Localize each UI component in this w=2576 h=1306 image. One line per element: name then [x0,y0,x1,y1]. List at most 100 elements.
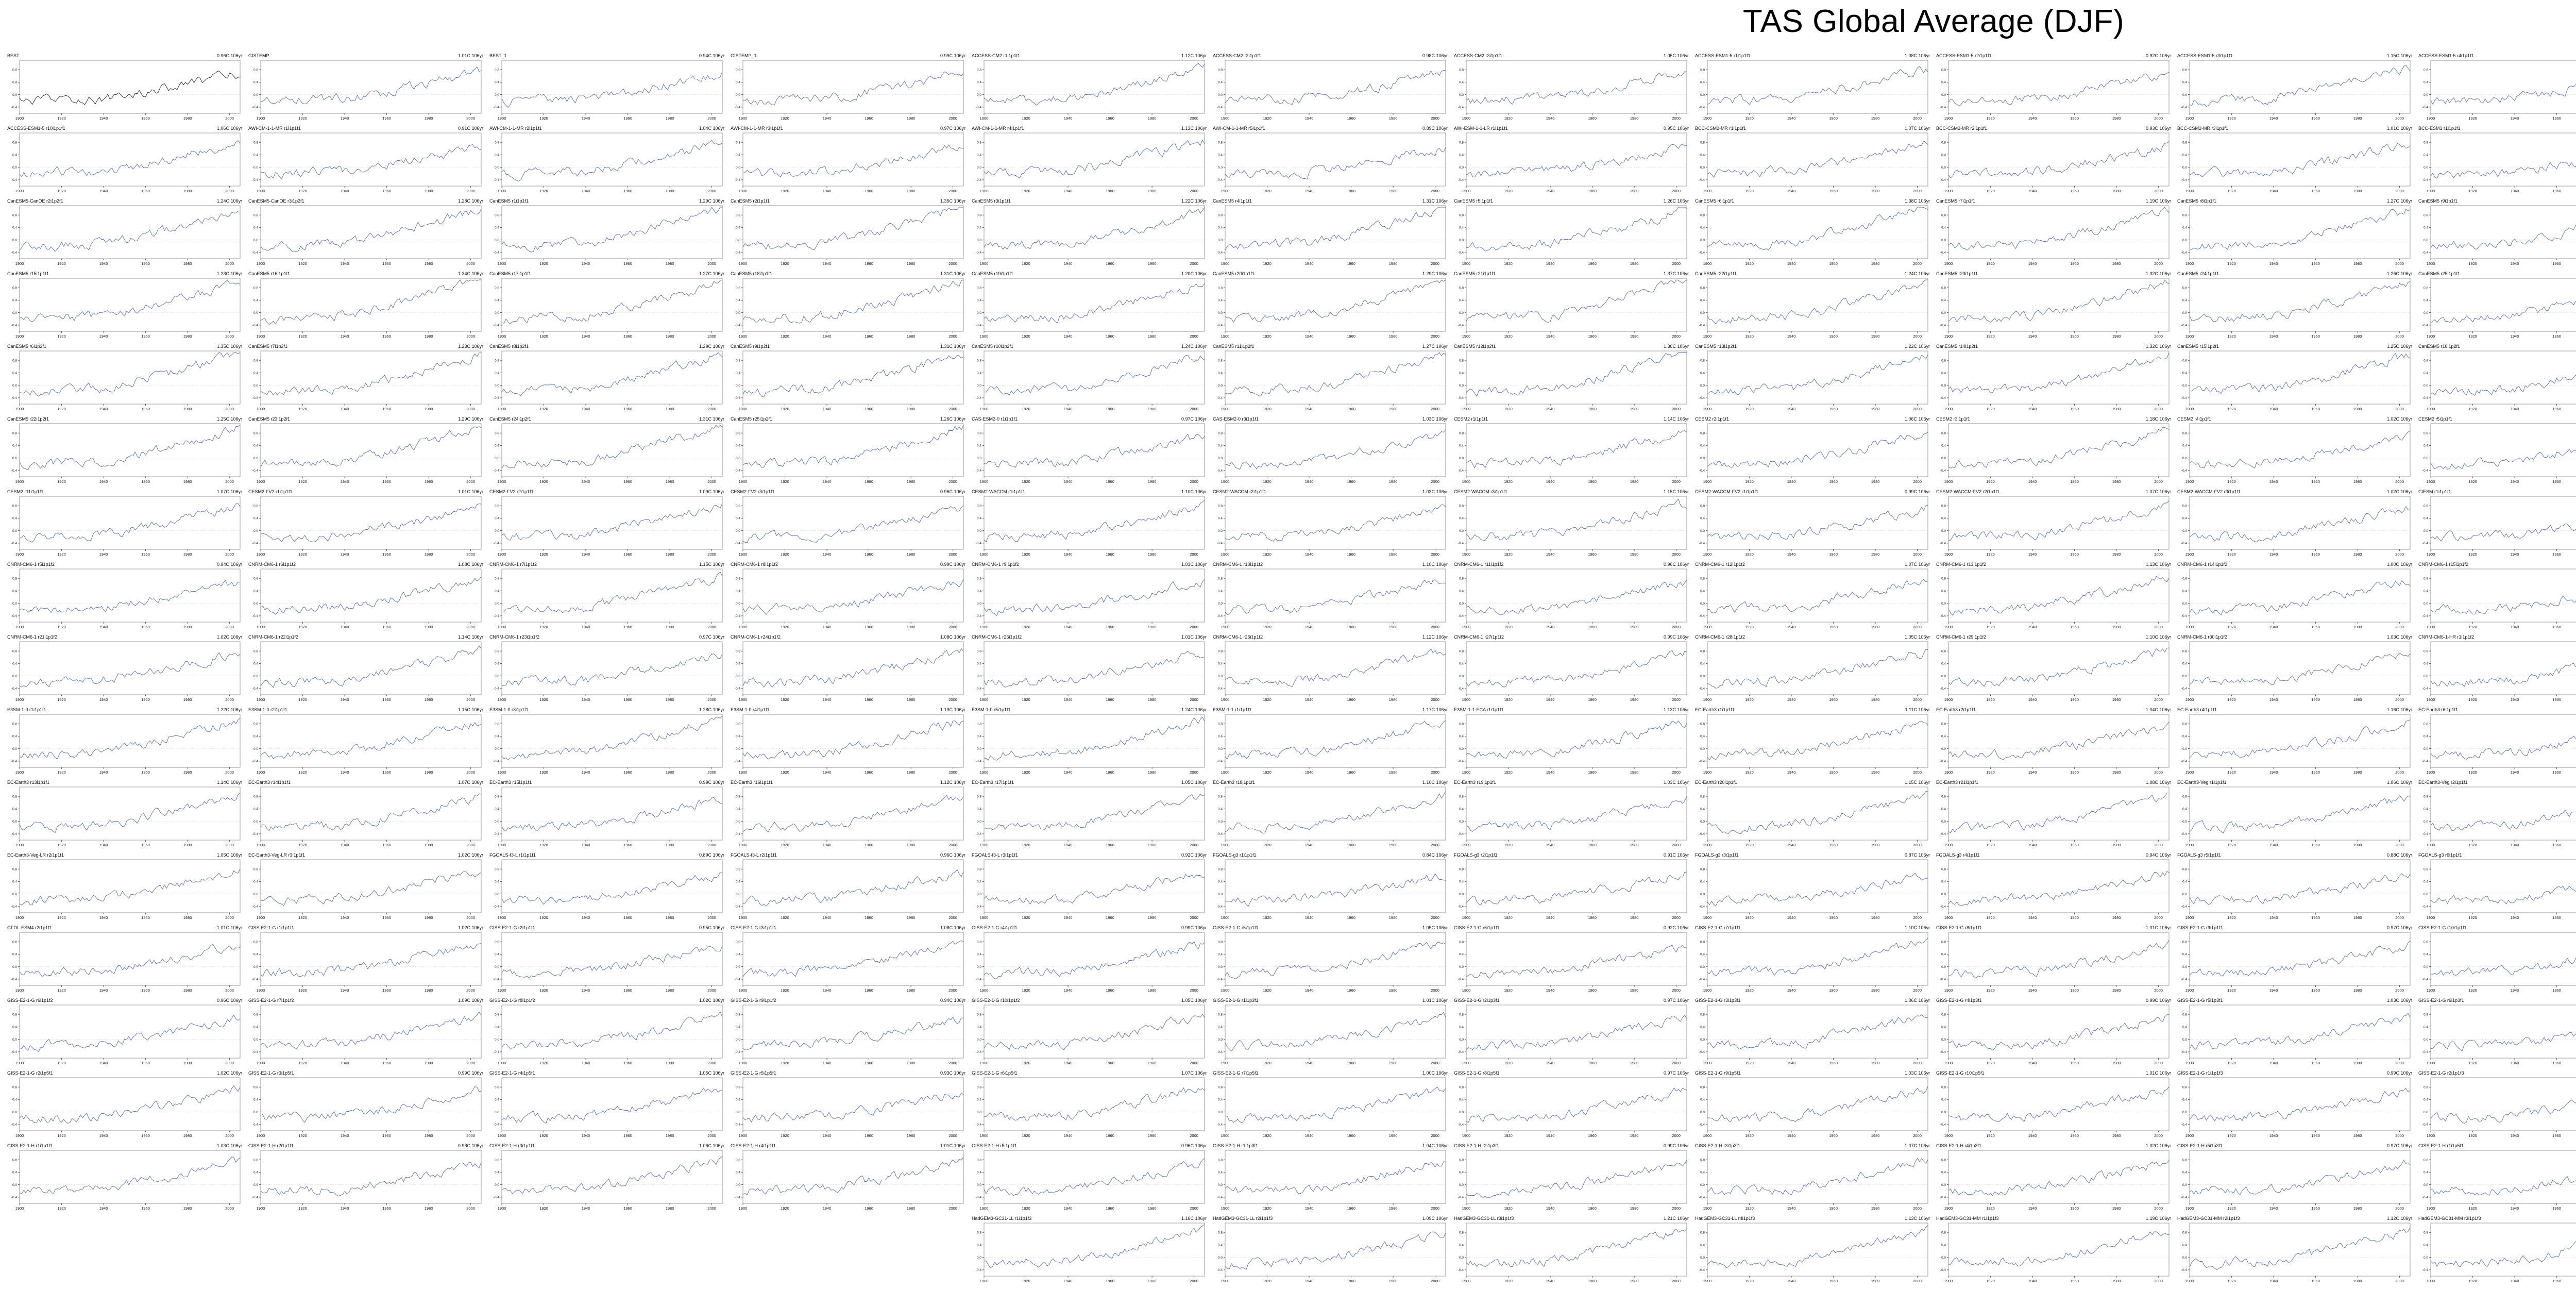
x-tick-label: 1940 [1305,697,1314,702]
panel-header: CNRM-CM6-1-HR r1i1p1f21.09C 106yr [2418,634,2576,640]
x-tick-label: 1960 [865,697,873,702]
y-tick-label: 0.0 [1459,166,1464,170]
x-tick-label: 1940 [2028,1133,2037,1138]
y-tick-label: 0.8 [12,940,17,944]
series-line [501,279,723,324]
x-tick-label: 1920 [1022,1133,1030,1138]
x-tick-label: 1920 [1022,479,1030,484]
x-tick-label: 1940 [823,770,832,775]
panel: ACCESS-CM2 r2i1p1f1 0.98C 106yr -0.4 0.0 0.4… [1213,53,1449,122]
y-tick-label: 0.0 [495,893,499,896]
panel-title: GISS-E2-1-H r1i1p5f1 [2418,1143,2464,1148]
panel-header: GISS-E2-1-H r2i1p3f1 0.99C 106yr [1454,1143,1690,1149]
panel-header: GISS-E2-1-G r9i1p1f1 0.97C 106yr [2177,925,2413,931]
panel: CanESM5-CanOE r3i1p2f1 1.28C 106yr -0.4 0.0… [248,198,484,267]
x-tick-label: 2000 [948,625,957,629]
panel-trend-value: 1.03C 106yr [1181,562,1207,567]
panel-header: CanESM5 r5i1p1f1 1.26C 106yr [1454,198,1690,204]
x-tick-label: 2000 [707,116,716,121]
y-tick-label: 0.4 [1459,1171,1464,1175]
x-tick-label: 1960 [2552,697,2561,702]
y-tick-label: 0.4 [2424,735,2428,739]
series-line [2430,885,2576,905]
y-tick-label: -0.4 [2422,469,2429,473]
y-tick-label: 0.0 [1459,1183,1464,1187]
panel-trend-value: 1.16C 106yr [2386,707,2412,712]
x-tick-label: 1980 [2353,770,2362,775]
series-line [1225,1231,1446,1270]
y-tick-label: 0.4 [12,81,17,85]
y-tick-label: 0.4 [736,81,740,85]
y-tick-label: -0.4 [1458,905,1464,909]
y-tick-label: 0.8 [12,722,17,726]
y-tick-label: 0.4 [1700,880,1705,884]
x-tick-label: 1900 [980,552,989,557]
x-tick-label: 1960 [2070,261,2079,266]
x-tick-label: 2000 [707,915,716,920]
y-tick-label: -0.4 [11,251,18,255]
panel: CESM2 r4i1p1f1 1.02C 106yr -0.4 0.0 0.4 0.8 19… [2177,416,2413,485]
panel-trend-value: 1.16C 106yr [1181,1216,1207,1221]
y-tick-label: 0.4 [1941,1026,1946,1029]
y-tick-label: 0.8 [977,431,981,435]
y-tick-label: 0.0 [1700,965,1705,969]
x-tick-label: 1920 [2468,116,2477,121]
x-tick-label: 1940 [1064,1133,1073,1138]
panel-header: FGOALS-g3 r5i1p1f1 0.88C 106yr [2177,852,2413,858]
x-tick-label: 1980 [907,1206,916,1211]
series-line [1466,1087,1687,1123]
panel-title: CNRM-CM6-1 r10i1p1f2 [1213,562,1263,567]
panel: CNRM-CM6-1 r6i1p1f2 1.08C 106yr -0.4 0.0 0.4… [248,561,484,630]
y-tick-label: -0.4 [735,1123,741,1127]
y-tick-label: 0.4 [1941,372,1946,375]
panel-title: FGOALS-g3 r3i1p1f1 [1695,852,1739,858]
x-tick-label: 1960 [1106,261,1114,266]
y-tick-label: 0.4 [2424,226,2428,230]
panel-title: CNRM-CM6-1 r13i1p1f2 [1936,562,1987,567]
y-tick-label: 0.4 [736,953,740,957]
panel-trend-value: 0.97C 106yr [2386,1143,2412,1148]
panel: CNRM-CM6-1 r28i1p1f2 1.05C 106yr -0.4 0.0 0.… [1695,634,1931,703]
x-tick-label: 1980 [425,261,433,266]
panel-trend-value: 1.25C 106yr [216,416,242,422]
x-tick-label: 1940 [99,1061,108,1065]
series-line [1707,649,1928,689]
y-tick-label: 0.0 [12,1038,17,1042]
x-tick-label: 2000 [2154,407,2163,411]
y-tick-label: -0.4 [252,614,259,618]
x-tick-label: 1920 [781,1061,789,1065]
panel-header: FGOALS-g3 r1i1p1f1 0.84C 106yr [1213,852,1449,858]
series-line [2189,281,2411,322]
y-tick-label: 0.8 [1218,1085,1223,1089]
y-tick-label: 0.8 [2424,722,2428,726]
x-tick-label: 1940 [1546,697,1555,702]
x-tick-label: 1920 [1745,625,1754,629]
panel-header: CAS-ESM2-0 r3i1p1f1 1.03C 106yr [1213,416,1449,422]
panel-title: FGOALS-f3-L r3i1p1f1 [972,852,1018,858]
x-tick-label: 2000 [225,770,234,775]
x-tick-label: 2000 [1913,261,1922,266]
x-tick-label: 1960 [1588,552,1597,557]
panel-trend-value: 0.95C 106yr [699,925,724,930]
panel-title: GISS-E2-1-G r6i1p5f1 [972,1070,1018,1076]
x-tick-label: 2000 [1431,988,1439,993]
x-tick-label: 1960 [623,479,632,484]
y-tick-label: -0.4 [2422,687,2429,691]
y-tick-label: 0.8 [12,68,17,72]
y-tick-label: 0.8 [1941,1231,1946,1234]
series-line [1948,722,2170,760]
x-tick-label: 1960 [1106,625,1114,629]
panel-title: E3SM-1-1-ECA r1i1p1f1 [1454,707,1504,712]
